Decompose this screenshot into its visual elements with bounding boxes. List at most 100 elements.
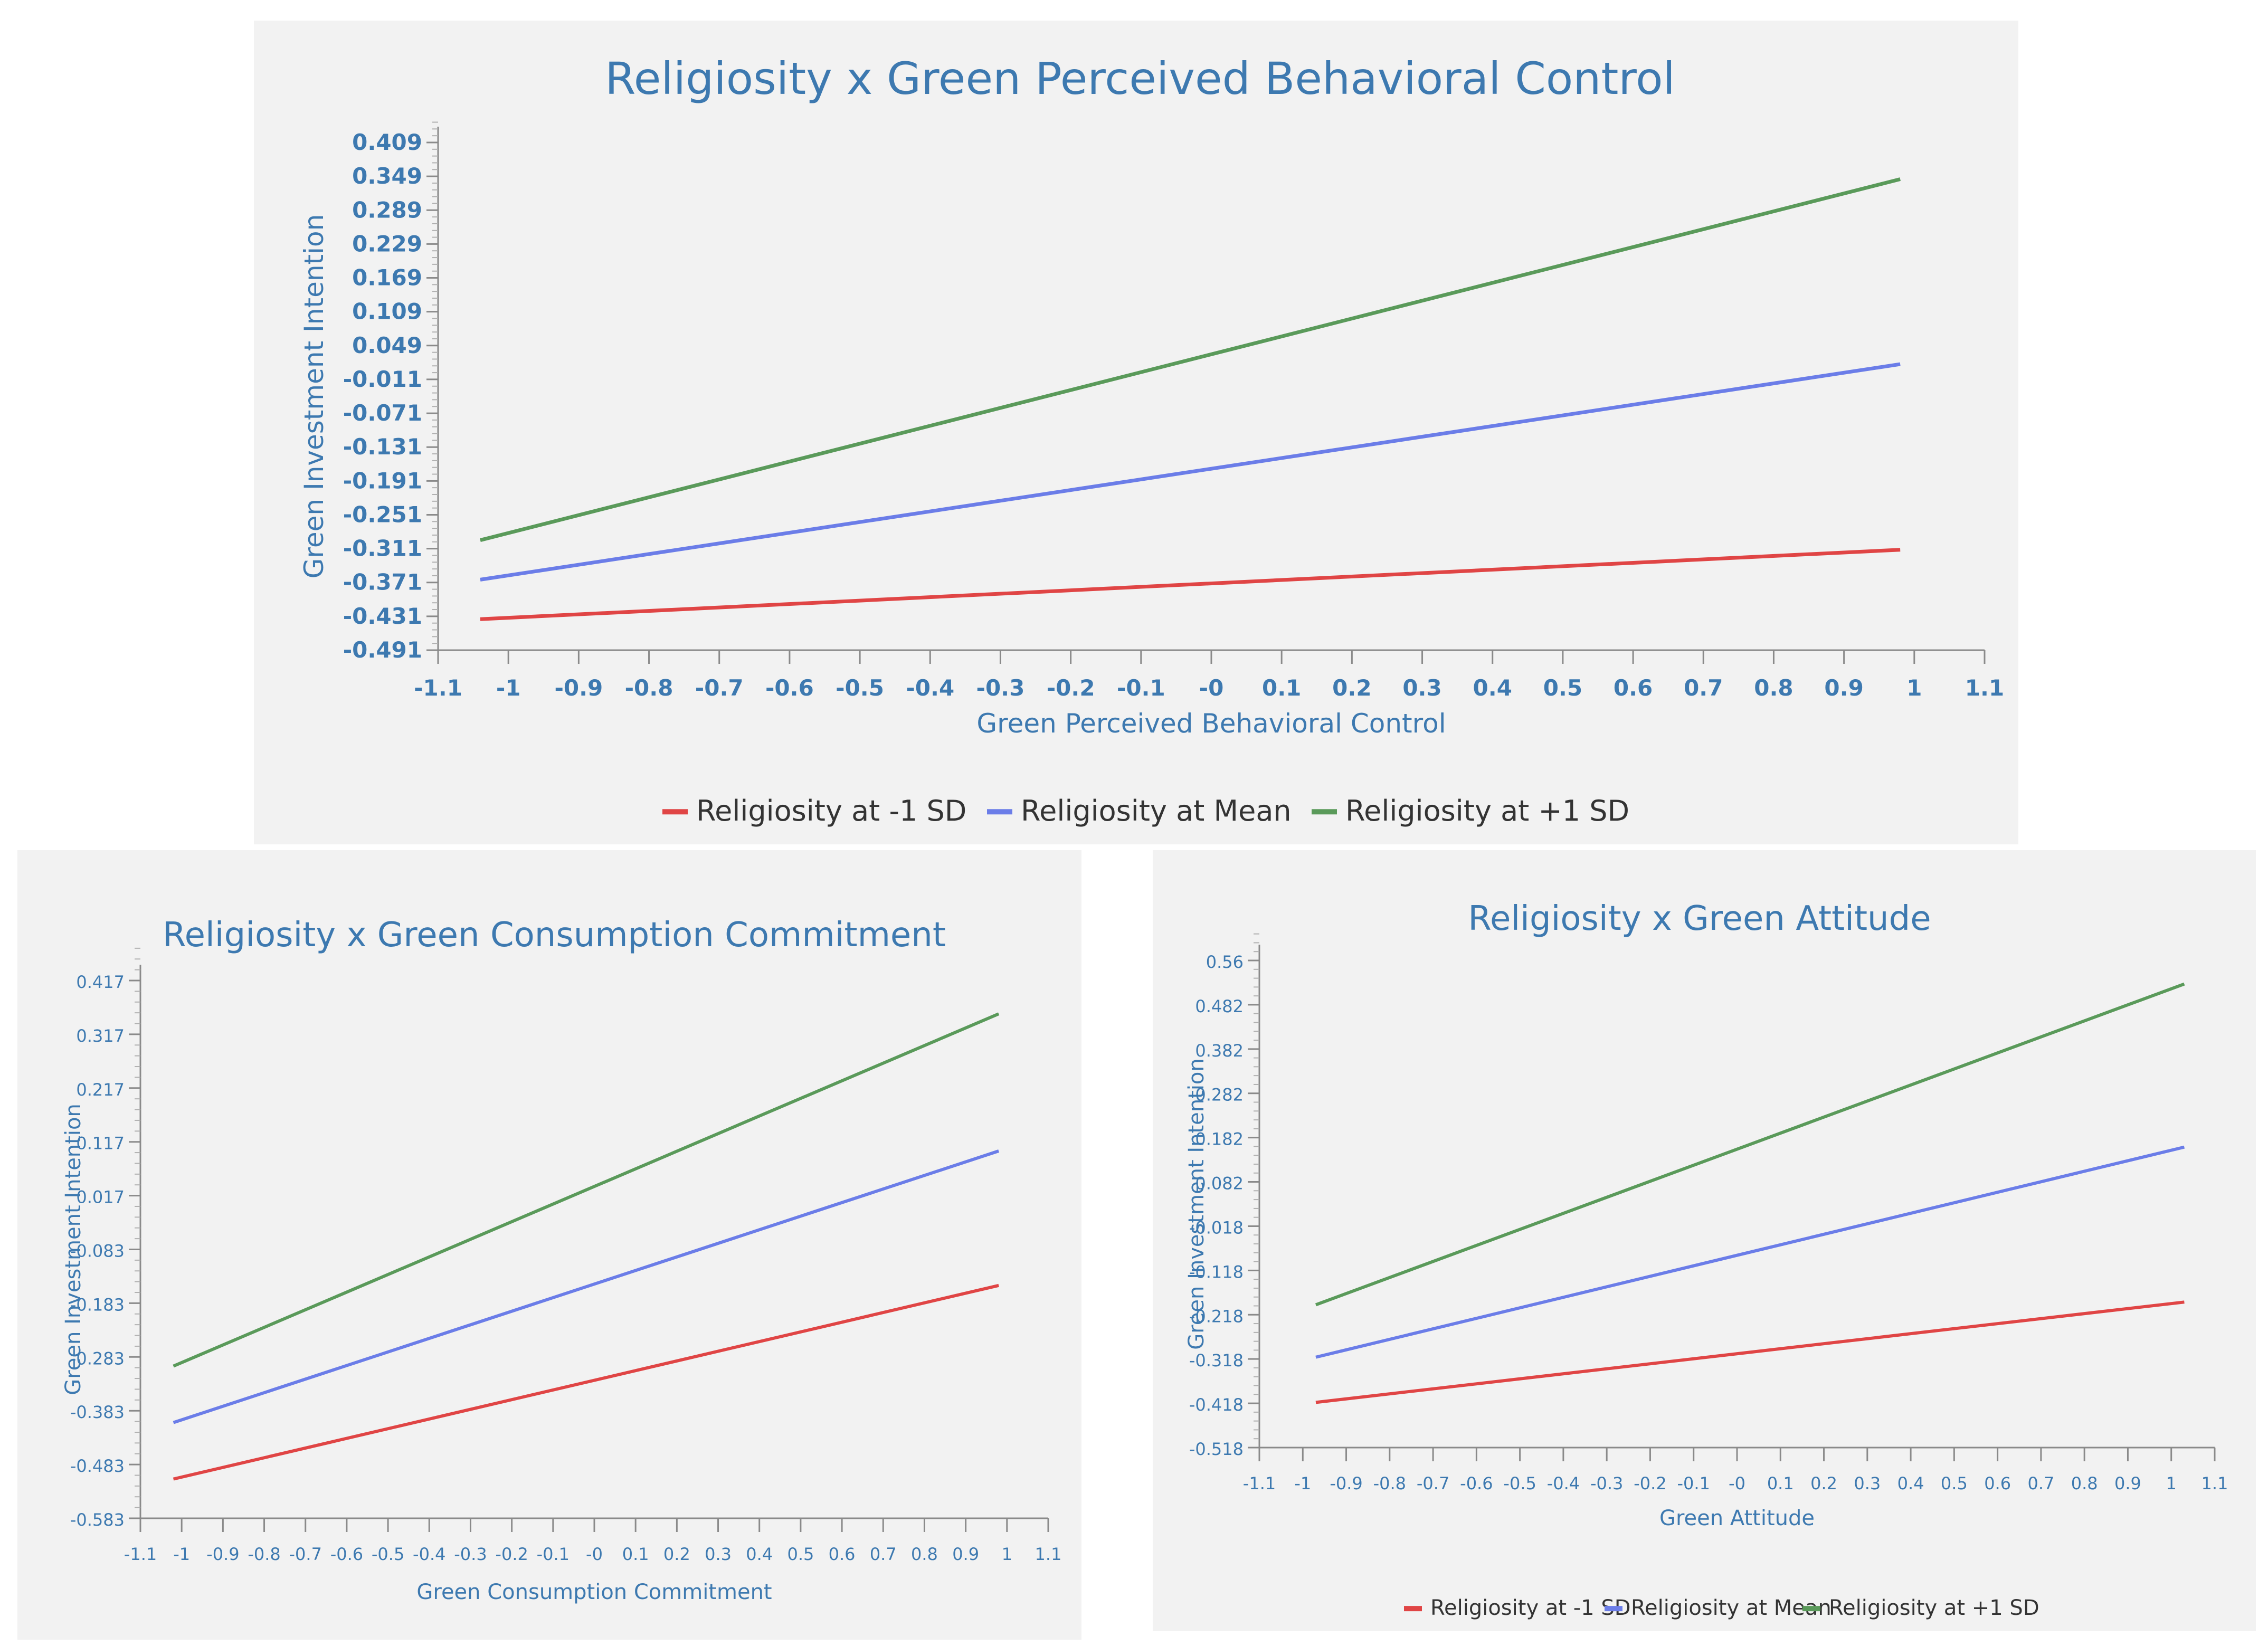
y-tick-label: -0.131 — [343, 434, 422, 460]
x-axis-label: Green Attitude — [1659, 1506, 1815, 1530]
x-tick-label: 0.4 — [1897, 1473, 1924, 1493]
x-tick-label: -0 — [1199, 675, 1224, 701]
x-tick-label: 0.4 — [746, 1544, 773, 1564]
x-tick-label: 0.5 — [787, 1544, 814, 1564]
y-tick-label: -0.183 — [70, 1295, 125, 1315]
chart-1: Religiosity x Green Perceived Behavioral… — [299, 53, 2004, 827]
y-tick-label: -0.018 — [1189, 1217, 1244, 1238]
y-tick-label: 0.049 — [352, 332, 422, 358]
y-axis-label: Green Investment Intention — [61, 1103, 86, 1395]
series-line-1 — [1315, 1300, 2185, 1404]
x-tick-label: 0.6 — [1614, 675, 1653, 701]
y-tick-label: 0.017 — [76, 1187, 125, 1207]
x-tick-label: 0.1 — [622, 1544, 649, 1564]
x-tick-label: 0.3 — [1402, 675, 1441, 701]
chart-panel-consumption-commitment — [17, 850, 1081, 1640]
x-tick-label: -0.5 — [836, 675, 884, 701]
series-line-1 — [480, 548, 1901, 621]
x-tick-label: -0.6 — [330, 1544, 363, 1564]
y-tick-label: -0.371 — [343, 569, 422, 595]
y-tick-label: 0.082 — [1195, 1174, 1244, 1194]
x-tick-label: 1 — [1002, 1544, 1012, 1564]
x-tick-label: -0.8 — [625, 675, 673, 701]
x-tick-label: -0.7 — [695, 675, 744, 701]
x-tick-label: -0.2 — [1634, 1473, 1666, 1493]
series-line-2 — [480, 362, 1901, 582]
series-line-3 — [1315, 982, 2185, 1307]
y-tick-label: -0.483 — [70, 1456, 125, 1476]
x-tick-label: -0.8 — [1373, 1473, 1406, 1493]
y-tick-label: 0.109 — [352, 299, 422, 325]
y-tick-label: -0.071 — [343, 400, 422, 426]
chart-title: Religiosity x Green Consumption Commitme… — [163, 916, 946, 955]
y-axis-label: Green Investment Intention — [1184, 1058, 1209, 1350]
x-tick-label: -0.6 — [765, 675, 814, 701]
x-tick-label: 0.2 — [1332, 675, 1371, 701]
y-axis-label: Green Investment Intention — [299, 214, 329, 579]
y-tick-label: 0.169 — [352, 265, 422, 291]
x-tick-label: -0.3 — [976, 675, 1025, 701]
x-tick-label: 1 — [1906, 675, 1922, 701]
y-tick-label: -0.383 — [70, 1402, 125, 1422]
x-tick-label: 0.2 — [1810, 1473, 1837, 1493]
x-tick-label: -0.2 — [1047, 675, 1095, 701]
y-tick-label: -0.583 — [70, 1510, 125, 1530]
y-tick-label: -0.418 — [1189, 1395, 1244, 1415]
x-tick-label: -0.4 — [1547, 1473, 1580, 1493]
chart-2: Religiosity x Green Consumption Commitme… — [61, 916, 1061, 1604]
legend-label: Religiosity at -1 SD — [696, 794, 966, 827]
x-axis-label: Green Consumption Commitment — [416, 1580, 772, 1604]
x-tick-label: 0.2 — [663, 1544, 690, 1564]
y-tick-label: -0.118 — [1189, 1262, 1244, 1282]
x-tick-label: -0 — [586, 1544, 603, 1564]
x-tick-label: -0.6 — [1460, 1473, 1493, 1493]
y-tick-label: -0.491 — [343, 637, 422, 663]
x-tick-label: 0.8 — [1754, 675, 1793, 701]
x-tick-label: -0.2 — [495, 1544, 528, 1564]
legend-label: Religiosity at Mean — [1631, 1596, 1832, 1620]
y-tick-label: -0.311 — [343, 536, 422, 562]
x-tick-label: -0.7 — [289, 1544, 322, 1564]
y-tick-label: -0.518 — [1189, 1439, 1244, 1459]
y-tick-label: 0.289 — [352, 197, 422, 223]
y-tick-label: 0.409 — [352, 129, 422, 155]
x-tick-label: 0.6 — [1984, 1473, 2011, 1493]
x-axis-label: Green Perceived Behavioral Control — [976, 708, 1446, 739]
legend-label: Religiosity at Mean — [1021, 794, 1292, 827]
x-tick-label: 0.8 — [2071, 1473, 2098, 1493]
x-tick-label: -0.5 — [1503, 1473, 1536, 1493]
x-tick-label: 0.5 — [1941, 1473, 1968, 1493]
x-tick-label: 1.1 — [1035, 1544, 1062, 1564]
y-tick-label: -0.191 — [343, 468, 422, 493]
x-tick-label: -0.1 — [1117, 675, 1165, 701]
x-tick-label: -0.4 — [413, 1544, 445, 1564]
y-tick-label: 0.417 — [76, 972, 125, 992]
x-tick-label: -0.3 — [1590, 1473, 1623, 1493]
y-tick-label: 0.382 — [1195, 1041, 1244, 1061]
x-tick-label: 0.9 — [1824, 675, 1863, 701]
x-tick-label: -0.5 — [372, 1544, 404, 1564]
y-tick-label: 0.349 — [352, 163, 422, 189]
chart-title: Religiosity x Green Perceived Behavioral… — [605, 53, 1675, 104]
x-tick-label: -1 — [173, 1544, 190, 1564]
chart-3: Religiosity x Green Attitude 0.56 0.482 0.3… — [1184, 899, 2228, 1620]
x-tick-label: 0.5 — [1543, 675, 1582, 701]
x-tick-label: -1 — [1294, 1473, 1311, 1493]
x-tick-label: 0.9 — [952, 1544, 979, 1564]
x-tick-label: -0.4 — [906, 675, 954, 701]
legend-label: Religiosity at +1 SD — [1345, 794, 1629, 827]
y-tick-label: -0.251 — [343, 501, 422, 527]
x-tick-label: -0.1 — [537, 1544, 570, 1564]
series-line-2 — [1315, 1145, 2185, 1359]
y-tick-label: -0.318 — [1189, 1350, 1244, 1371]
x-tick-label: 0.4 — [1473, 675, 1512, 701]
x-tick-label: -0.8 — [248, 1544, 280, 1564]
y-tick-label: 0.56 — [1206, 952, 1244, 972]
x-tick-label: 0.9 — [2114, 1473, 2141, 1493]
x-tick-label: -1 — [496, 675, 521, 701]
legend-label: Religiosity at +1 SD — [1829, 1596, 2039, 1620]
x-tick-label: -0 — [1729, 1473, 1745, 1493]
y-tick-label: -0.283 — [70, 1348, 125, 1368]
x-tick-label: 1.1 — [2201, 1473, 2228, 1493]
